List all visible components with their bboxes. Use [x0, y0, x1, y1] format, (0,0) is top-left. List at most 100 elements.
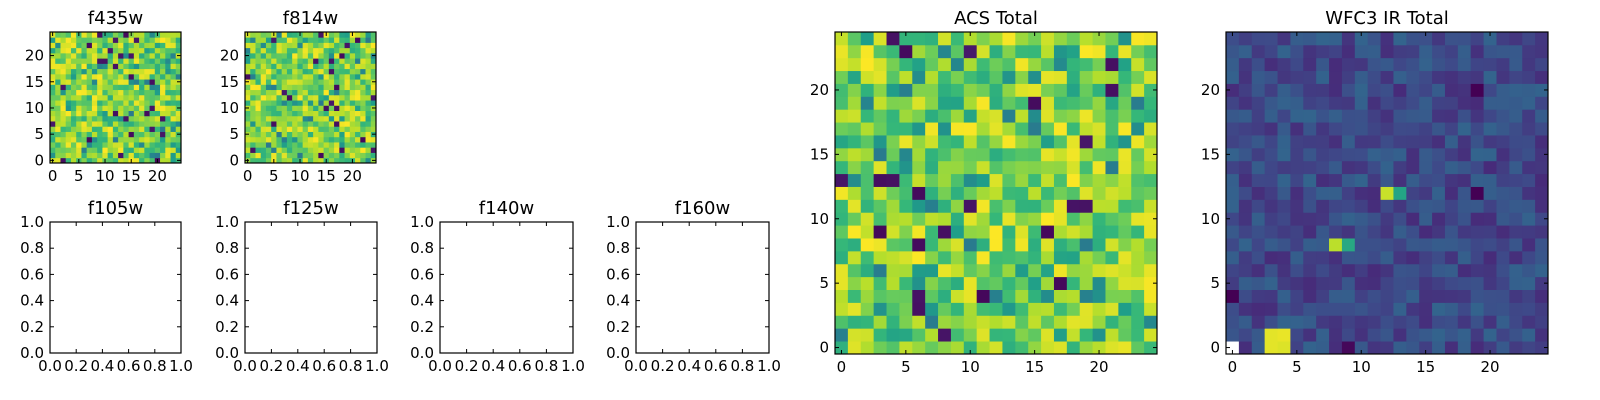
- heatmap-cell: [1105, 122, 1119, 136]
- heatmap-cell: [963, 135, 978, 149]
- heatmap-cell: [963, 70, 978, 84]
- heatmap-cell: [65, 142, 72, 148]
- heatmap-cell: [328, 79, 335, 85]
- heatmap-cell: [860, 341, 875, 355]
- heatmap-cell: [1303, 302, 1317, 316]
- heatmap-cell: [313, 100, 319, 106]
- heatmap-cell: [1457, 341, 1472, 355]
- heatmap-cell: [1341, 122, 1356, 136]
- heatmap-cell: [1002, 96, 1016, 110]
- heatmap-cell: [1028, 147, 1042, 162]
- heatmap-cell: [355, 79, 361, 85]
- heatmap-cell: [1041, 96, 1055, 110]
- heatmap-cell: [886, 328, 900, 342]
- heatmap-cell: [1131, 199, 1145, 213]
- heatmap-cell: [1354, 302, 1369, 316]
- heatmap-cell: [370, 152, 377, 159]
- heatmap-cell: [1303, 341, 1317, 355]
- heatmap-cell: [1079, 225, 1093, 239]
- heatmap-cells-f814w: [245, 32, 377, 164]
- heatmap-cell: [1118, 122, 1132, 136]
- heatmap-cell: [160, 84, 166, 91]
- heatmap-cell: [1238, 238, 1253, 252]
- heatmap-cell: [144, 89, 150, 96]
- heatmap-cell: [1535, 250, 1549, 265]
- heatmap-cell: [297, 42, 304, 49]
- heatmap-cell: [318, 68, 324, 75]
- heatmap-cell: [1105, 225, 1119, 239]
- heatmap-cell: [102, 89, 109, 96]
- heatmap-cell: [102, 79, 109, 85]
- y-tick-label: 0.0: [20, 344, 44, 362]
- heatmap-cell: [989, 57, 1003, 72]
- heatmap-cell: [1432, 225, 1446, 239]
- heatmap-cell: [86, 110, 93, 117]
- heatmap-cell: [175, 121, 182, 127]
- heatmap-cell: [365, 58, 372, 64]
- heatmap-cell: [1535, 160, 1549, 175]
- heatmap-cell: [344, 147, 351, 153]
- heatmap-cell: [370, 147, 377, 153]
- heatmap-cell: [70, 131, 77, 138]
- heatmap-cell: [1028, 250, 1042, 265]
- heatmap-cell: [1092, 315, 1106, 329]
- heatmap-cell: [250, 47, 256, 54]
- heatmap-cell: [1144, 212, 1158, 226]
- heatmap-cell: [1535, 212, 1549, 226]
- heatmap-cell: [989, 341, 1003, 355]
- heatmap-cell: [1277, 289, 1291, 303]
- y-tick-label: 0.0: [410, 344, 434, 362]
- heatmap-cell: [1131, 109, 1145, 123]
- heatmap-cell: [271, 121, 277, 127]
- heatmap-cell: [76, 73, 82, 80]
- heatmap-cell: [847, 225, 862, 239]
- x-tick-label: 20: [1089, 358, 1108, 376]
- heatmap-cell: [139, 89, 145, 96]
- heatmap-cell: [1264, 199, 1278, 213]
- heatmap-cell: [1028, 173, 1042, 187]
- heatmap-cell: [365, 84, 372, 91]
- heatmap-cell: [963, 147, 978, 162]
- heatmap-cell: [873, 122, 887, 136]
- heatmap-cell: [1303, 44, 1317, 59]
- heatmap-cell: [1118, 315, 1132, 329]
- heatmap-cell: [165, 110, 171, 117]
- heatmap-cell: [1041, 315, 1055, 329]
- heatmap-cell: [323, 84, 330, 91]
- heatmap-cell: [318, 110, 324, 117]
- heatmap-cell: [271, 142, 277, 148]
- heatmap-cell: [1457, 212, 1472, 226]
- heatmap-cell: [139, 63, 145, 70]
- x-tick-label: 0.2: [651, 357, 675, 375]
- heatmap-cell: [102, 115, 109, 122]
- heatmap-cell: [1118, 186, 1132, 200]
- heatmap-cell: [76, 142, 82, 148]
- heatmap-cell: [847, 32, 862, 46]
- heatmap-cell: [1393, 263, 1407, 278]
- heatmap-cell: [1380, 315, 1394, 329]
- heatmap-cell: [835, 32, 849, 46]
- heatmap-cell: [302, 121, 309, 127]
- heatmap-cell: [1226, 328, 1240, 342]
- heatmap-cell: [344, 32, 351, 38]
- heatmap-cell: [154, 142, 161, 148]
- heatmap-cell: [307, 110, 314, 117]
- heatmap-cell: [1028, 263, 1042, 278]
- heatmap-cell: [1496, 289, 1510, 303]
- heatmap-cell: [1144, 70, 1158, 84]
- heatmap-cell: [81, 37, 88, 43]
- heatmap-cell: [318, 136, 324, 143]
- heatmap-cell: [1432, 147, 1446, 162]
- heatmap-cell: [1277, 302, 1291, 316]
- y-tick-label: 5: [229, 125, 239, 143]
- heatmap-cell: [1406, 341, 1420, 355]
- heatmap-cell: [1522, 147, 1536, 162]
- heatmap-cell: [60, 73, 67, 80]
- heatmap-cell: [1277, 173, 1291, 187]
- heatmap-cell: [65, 121, 72, 127]
- heatmap-cell: [938, 44, 952, 59]
- heatmap-cell: [925, 212, 939, 226]
- heatmap-cell: [144, 126, 150, 132]
- y-tick-label: 15: [220, 73, 239, 91]
- heatmap-cell: [349, 94, 356, 101]
